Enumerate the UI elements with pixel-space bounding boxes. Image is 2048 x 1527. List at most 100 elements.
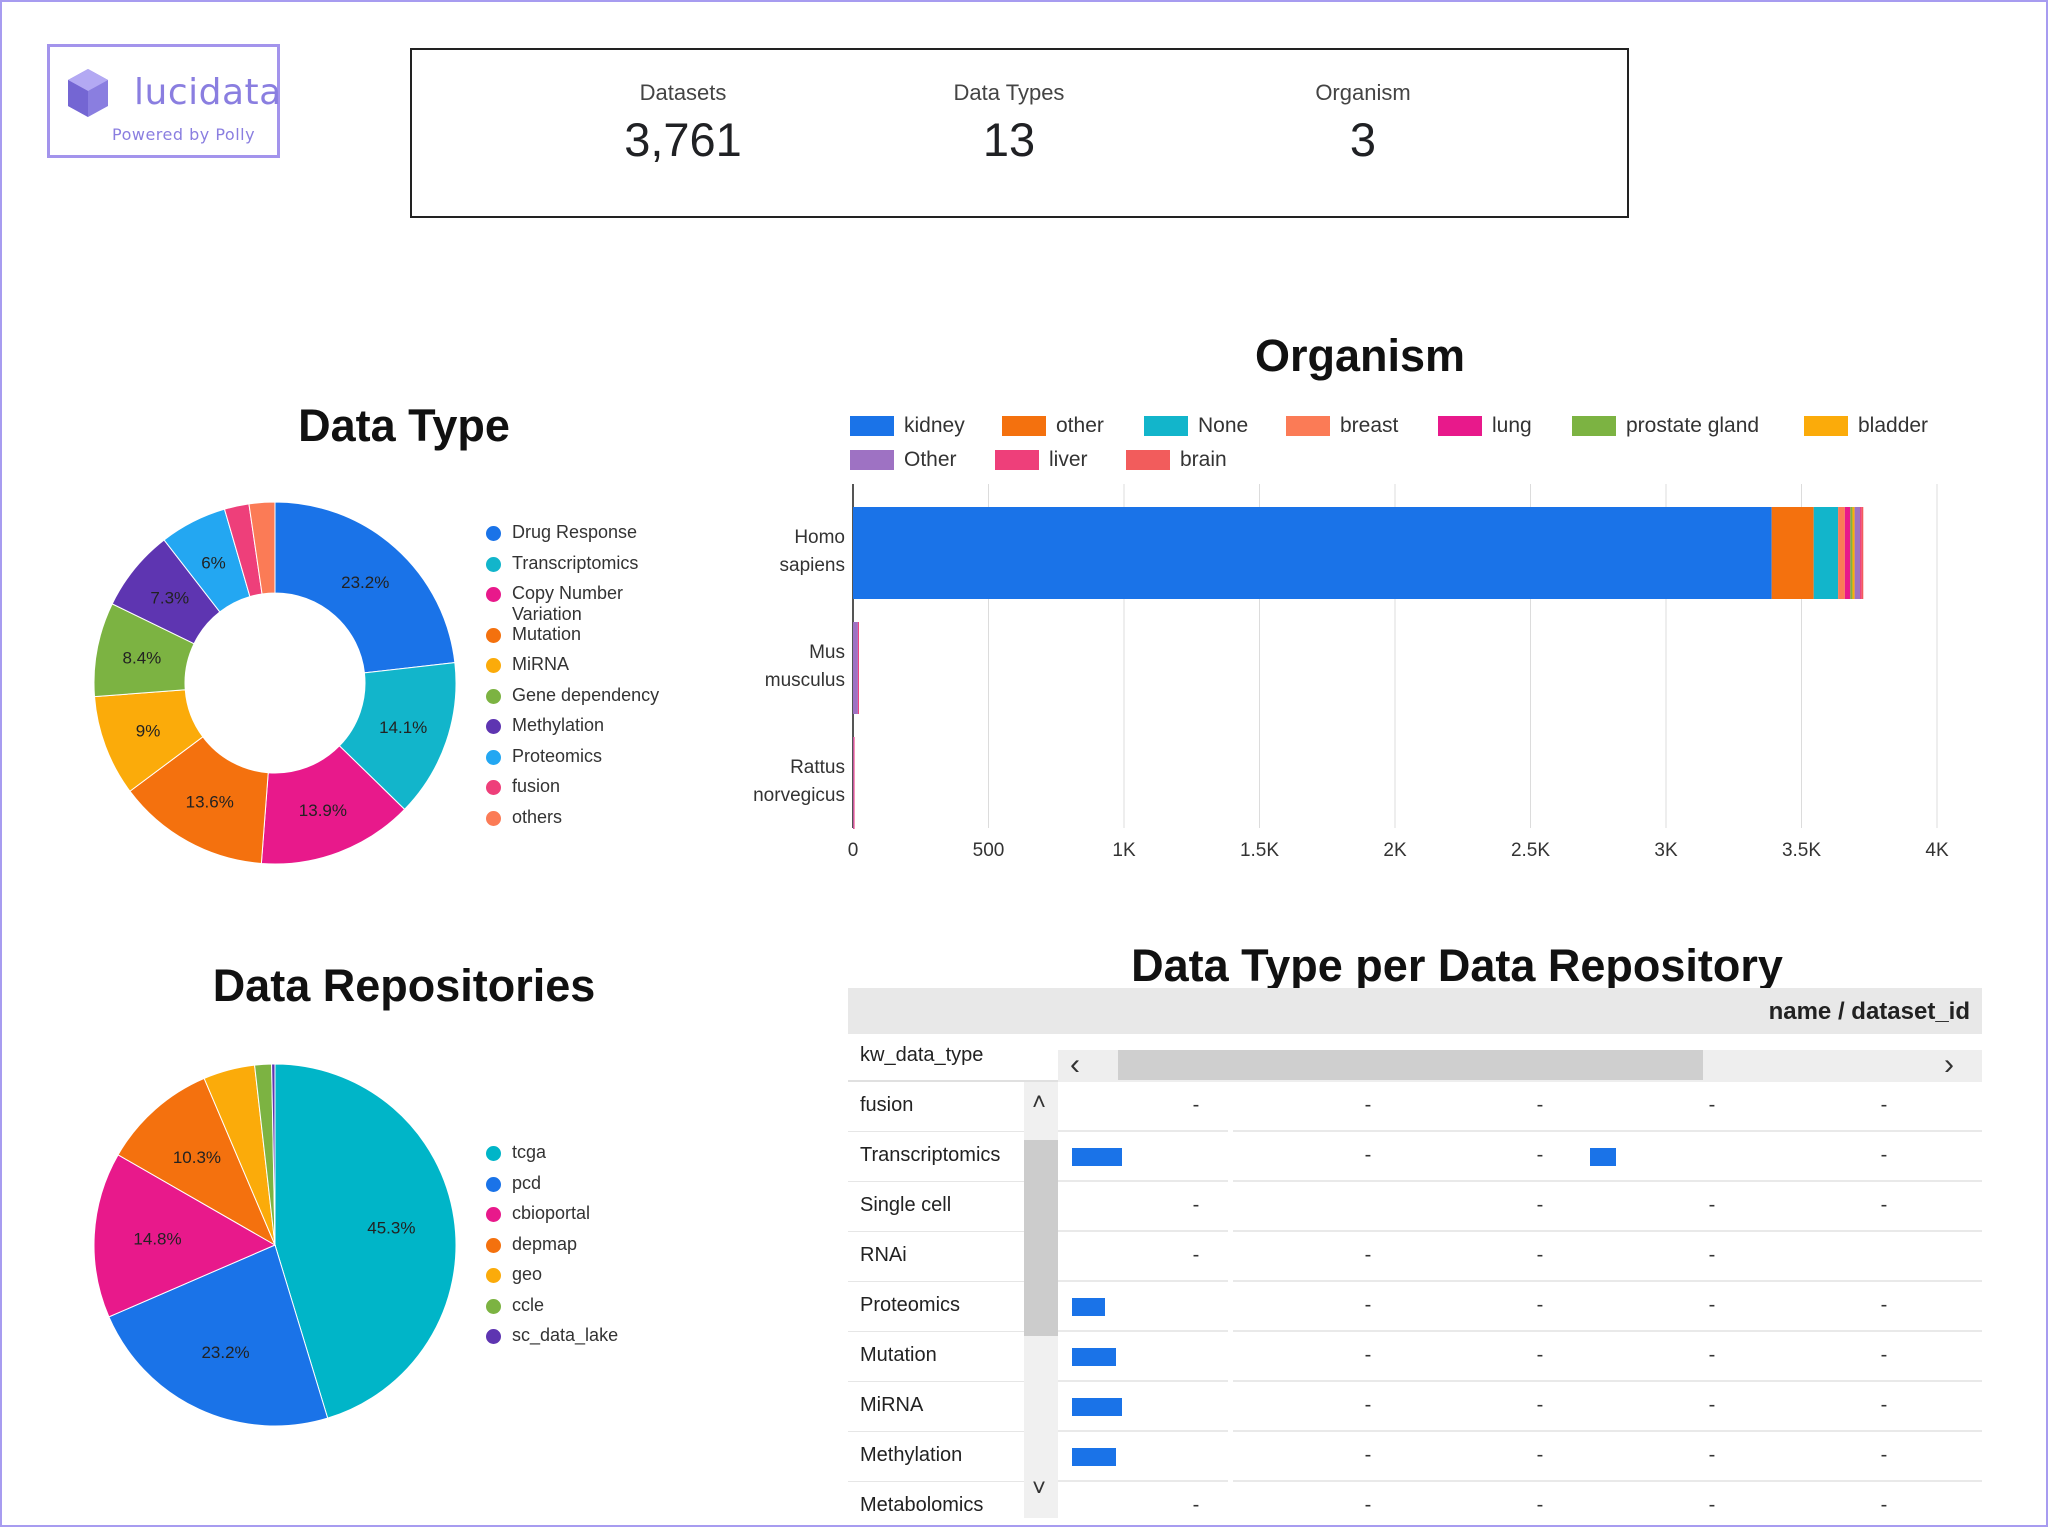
pivot-row-dimension[interactable]: kw_data_type [860,1044,984,1066]
bar-segment-other[interactable] [1771,507,1814,599]
legend-item-drug-response[interactable]: Drug Response [486,522,637,543]
scroll-right-icon[interactable]: › [1944,1048,1954,1081]
table-cell-bar[interactable] [1072,1398,1122,1416]
table-cell-bar[interactable] [1590,1148,1616,1166]
scorecard-organism[interactable]: Organism 3 [1243,80,1483,167]
legend-item-depmap[interactable]: depmap [486,1234,577,1255]
legend-item-kidney[interactable]: kidney [850,414,965,438]
bar-segment-lung[interactable] [1844,507,1851,599]
table-row[interactable]: MiRNA - - - - [848,1382,1982,1432]
divider [1058,1330,1228,1332]
legend-item-pcd[interactable]: pcd [486,1173,541,1194]
y-category-label: musculus [765,670,845,691]
legend-swatch [486,719,501,734]
divider [1921,1280,1982,1282]
legend-item-gene-dependency[interactable]: Gene dependency [486,685,659,706]
table-cell-empty: - [1364,1294,1372,1316]
pie-slice-drug-response[interactable] [274,501,456,674]
table-cell-empty: - [1536,1094,1544,1116]
legend-item-methylation[interactable]: Methylation [486,715,604,736]
bar-segment-other[interactable] [853,622,858,714]
table-cell-bar[interactable] [1072,1448,1116,1466]
legend-item-others[interactable]: others [486,807,562,828]
table-row[interactable]: Single cell - - - - [848,1182,1982,1232]
legend-swatch [486,749,501,765]
scroll-left-icon[interactable]: ‹ [1070,1048,1080,1081]
legend-item-tcga[interactable]: tcga [486,1142,546,1163]
table-row[interactable]: Methylation - - - - [848,1432,1982,1482]
data-repositories-pie-chart[interactable]: 45.3% 23.2% 14.8% 10.3% [90,1060,470,1440]
scroll-up-icon[interactable]: ˄ [1032,1089,1047,1116]
bar-segment-other[interactable] [1854,507,1861,599]
legend-item-none[interactable]: None [1144,414,1248,438]
legend-label: depmap [512,1233,578,1254]
pie-slice-copy-number-variation[interactable] [260,745,406,865]
bar-segment-liver[interactable] [857,622,859,714]
divider [848,1131,1024,1132]
data-type-donut-chart[interactable]: 23.2% 14.1% 13.9% 13.6% 9% 8.4% 7.3% 6% [90,498,470,878]
table-row[interactable]: fusion - - - - - [848,1082,1982,1132]
pie-slice-pcd[interactable] [108,1244,329,1427]
legend-label: lung [1492,414,1532,437]
table-cell-bar[interactable] [1072,1148,1122,1166]
pie-slice-depmap[interactable] [117,1077,277,1247]
legend-item-lung[interactable]: lung [1438,414,1532,438]
scorecard-datasets[interactable]: Datasets 3,761 [563,80,803,167]
legend-item-brain[interactable]: brain [1126,448,1227,472]
bar-segment-kidney[interactable] [853,507,1772,599]
horizontal-scroll-thumb[interactable] [1118,1050,1703,1080]
table-row[interactable]: Transcriptomics - - - [848,1132,1982,1182]
legend-label: Mutation [512,623,582,644]
table-row[interactable]: Metabolomics - - - - - [848,1482,1982,1518]
bar-segment-none[interactable] [1813,507,1839,599]
bar-segment-liver[interactable] [853,737,855,829]
table-cell-empty: - [1536,1444,1544,1466]
pie-slice-cbioportal[interactable] [93,1154,277,1318]
scroll-down-icon[interactable]: ˅ [1032,1475,1047,1502]
table-row[interactable]: RNAi - - - - [848,1232,1982,1282]
table-row[interactable]: Mutation - - - - [848,1332,1982,1382]
brand-logo[interactable]: lucidata Powered by Polly [47,44,281,158]
bar-segment-prostate-gland[interactable] [1850,507,1853,599]
legend-item-bladder[interactable]: bladder [1804,414,1928,438]
legend-item-transcriptomics[interactable]: Transcriptomics [486,553,638,574]
pie-data-label: 14.1% [379,718,427,737]
pivot-column-dimension[interactable]: name / dataset_id [1768,998,1970,1025]
table-row[interactable]: Proteomics - - - - [848,1282,1982,1332]
bar-segment-breast[interactable] [1838,507,1845,599]
pivot-column-header-bar: name / dataset_id [848,988,1982,1034]
divider [1233,1380,1405,1382]
pie-slice-sc-data-lake[interactable] [271,1063,276,1246]
legend-item-geo[interactable]: geo [486,1264,542,1285]
legend-item-mirna[interactable]: MiRNA [486,654,569,675]
bar-segment-liver[interactable] [1860,507,1862,599]
bar-segment-brain[interactable] [1861,507,1864,599]
legend-item-other[interactable]: Other [850,448,957,472]
legend-item-cbioportal[interactable]: cbioportal [486,1203,590,1224]
table-cell-bar[interactable] [1072,1298,1105,1316]
legend-swatch [486,1146,501,1161]
table-cell-empty: - [1708,1444,1716,1466]
pie-slice-others[interactable] [248,501,276,595]
vertical-scroll-thumb[interactable] [1024,1140,1058,1336]
legend-item-proteomics[interactable]: Proteomics [486,746,602,767]
legend-item-mutation[interactable]: Mutation [486,624,581,645]
pie-slice-tcga[interactable] [274,1063,457,1419]
scorecard-data-types[interactable]: Data Types 13 [889,80,1129,167]
legend-item-ccle[interactable]: ccle [486,1295,544,1316]
legend-item-fusion[interactable]: fusion [486,776,560,797]
legend-item-prostate-gland[interactable]: prostate gland [1572,414,1759,438]
table-cell-bar[interactable] [1072,1348,1116,1366]
bar-segment-other[interactable] [853,737,854,829]
y-category-label: Mus [809,642,845,663]
legend-item-liver[interactable]: liver [995,448,1088,472]
divider [1921,1230,1982,1232]
legend-item-breast[interactable]: breast [1286,414,1398,438]
bar-segment-bladder[interactable] [1852,507,1855,599]
legend-item-sc-data-lake[interactable]: sc_data_lake [486,1325,618,1346]
legend-label: Methylation [512,715,605,735]
organism-bar-chart[interactable]: 0 500 1K 1.5K 2K 2.5K 3K 3.5K 4K Homo sapiens Mus mu… [730,470,1980,870]
legend-swatch [486,1329,501,1344]
legend-item-copy-number-variation[interactable]: Copy Number Variation [486,583,637,625]
legend-item-other[interactable]: other [1002,414,1104,438]
